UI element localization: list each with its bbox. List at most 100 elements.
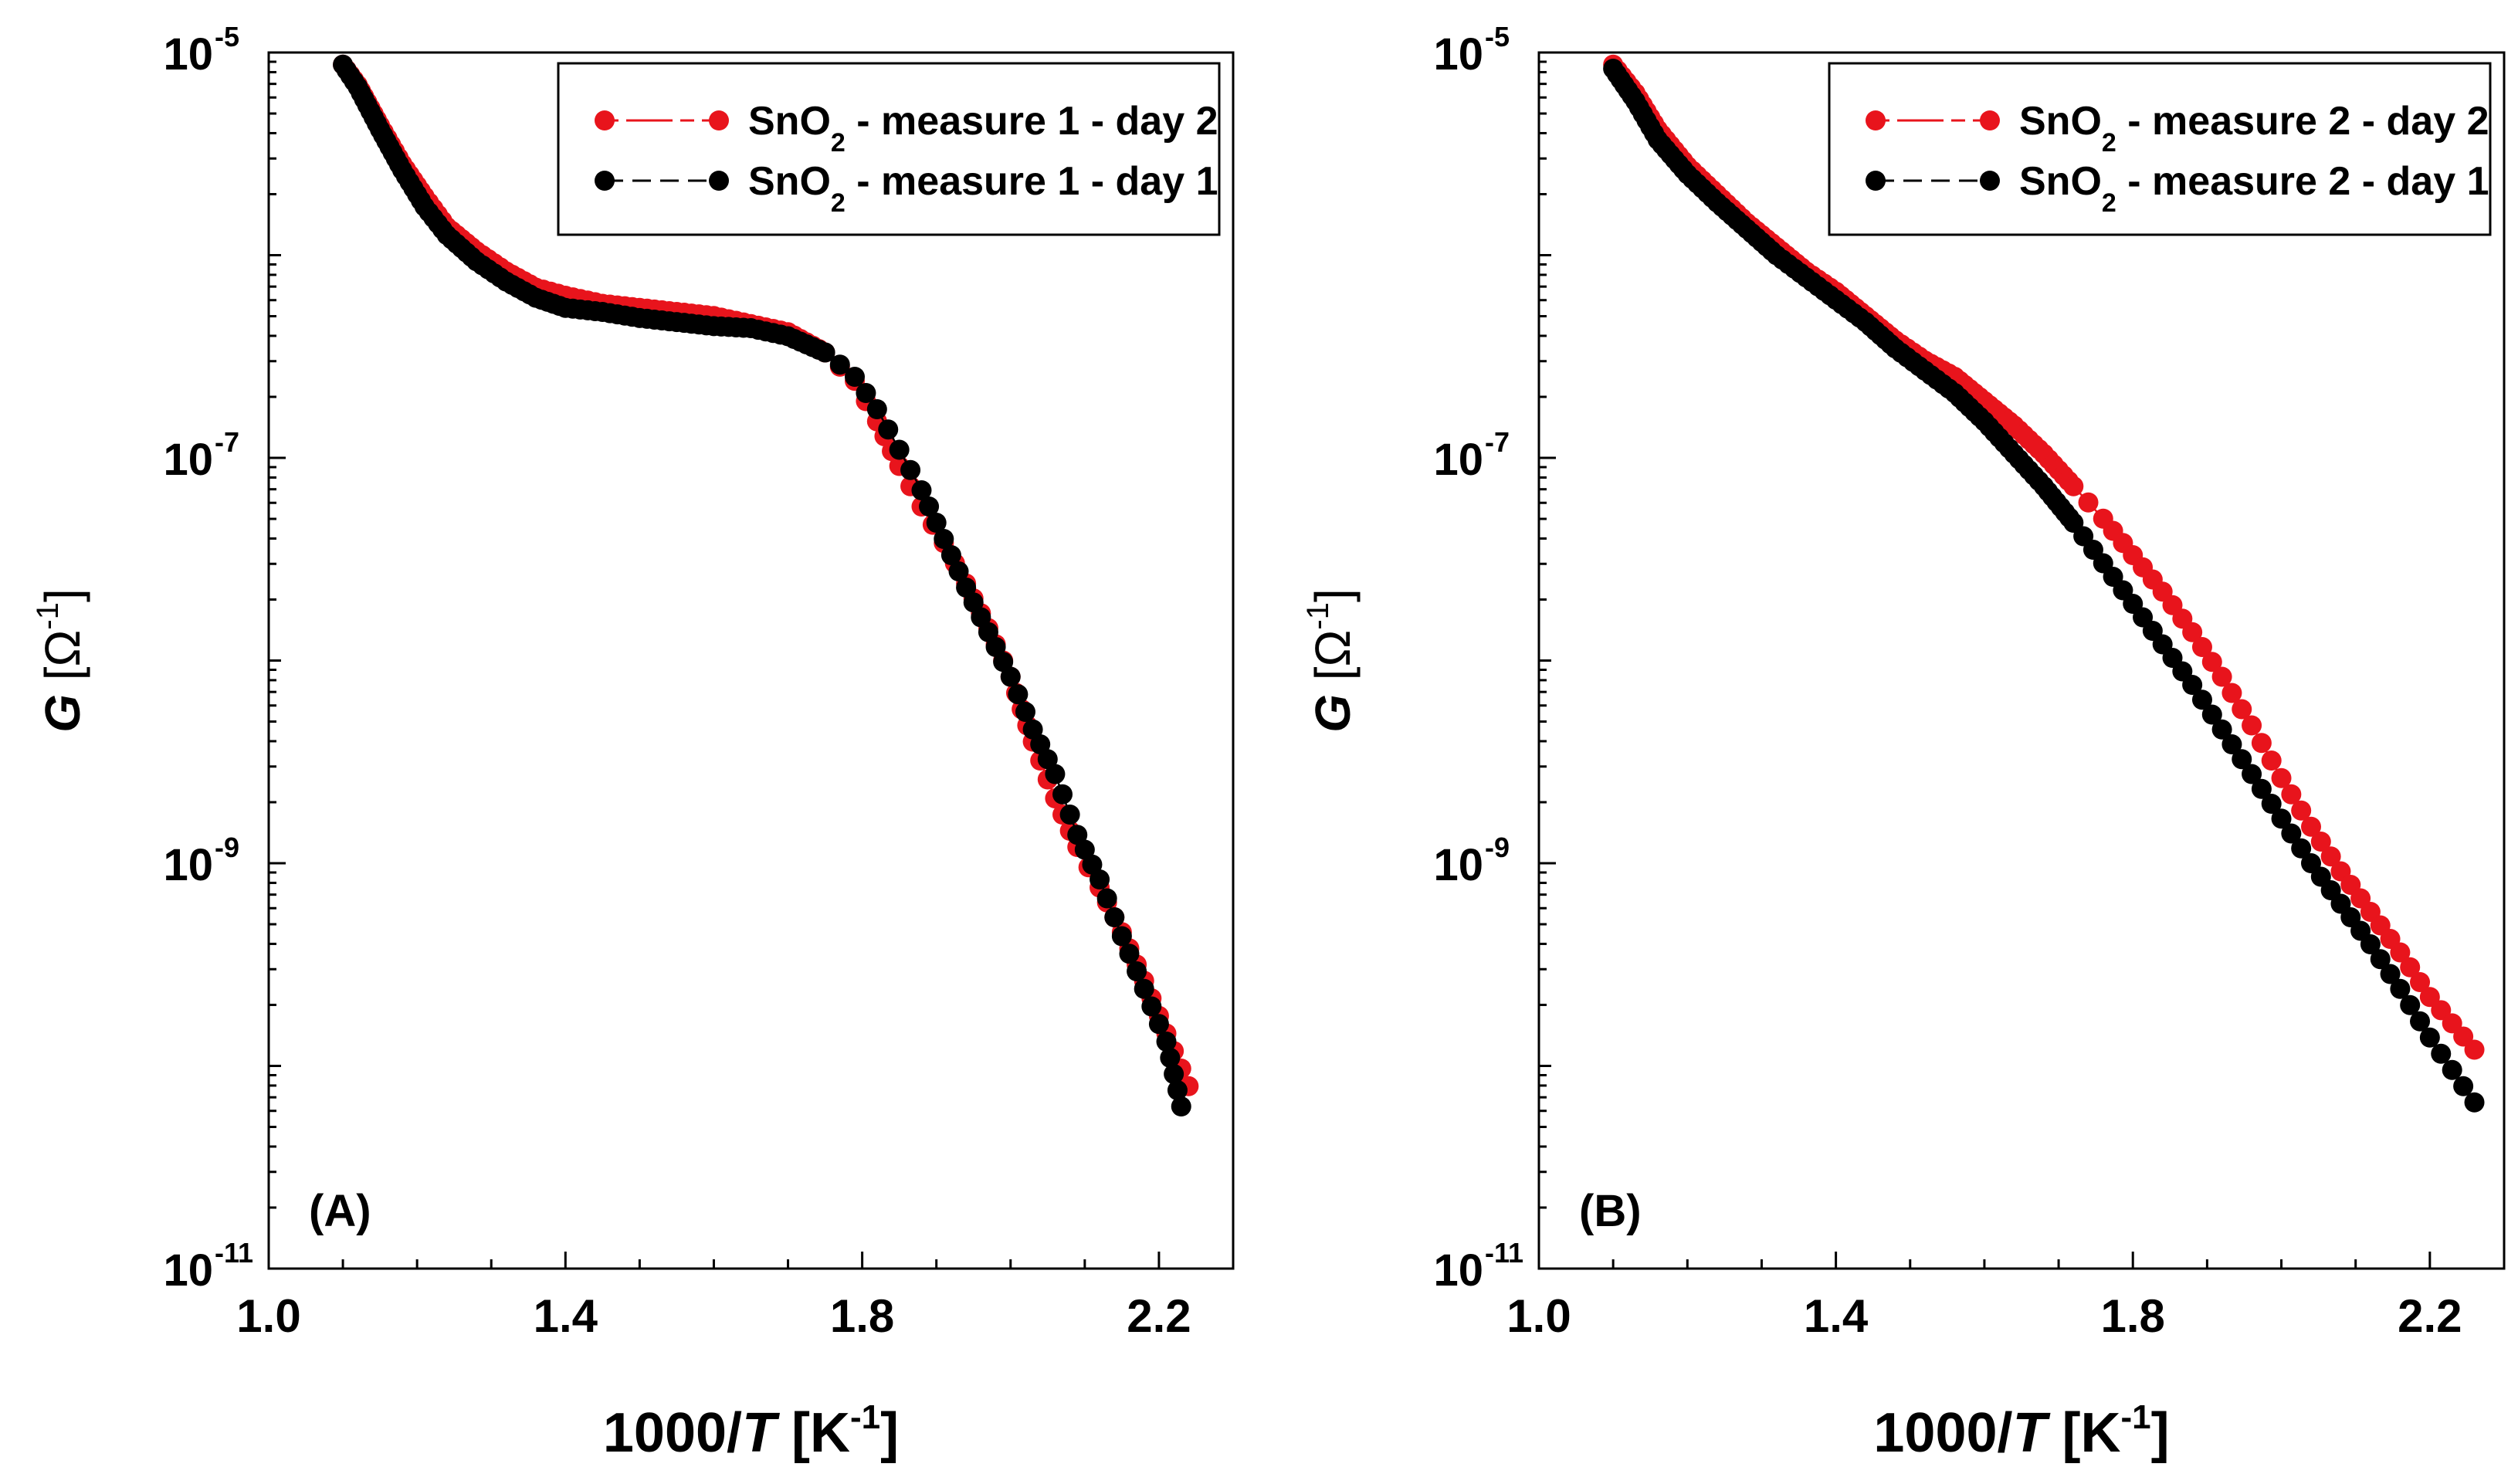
data-point bbox=[1167, 1080, 1188, 1100]
panel-label: (B) bbox=[1579, 1186, 1642, 1236]
data-point bbox=[2442, 1059, 2462, 1080]
y-tick-label-base: 10 bbox=[163, 1245, 213, 1296]
data-point bbox=[2400, 957, 2421, 977]
data-point bbox=[2431, 1000, 2452, 1021]
data-point bbox=[2271, 808, 2292, 829]
data-point bbox=[1045, 764, 1066, 784]
data-point bbox=[2453, 1076, 2474, 1096]
y-axis-label: G [Ω-1] bbox=[31, 588, 90, 733]
data-point bbox=[2201, 704, 2222, 725]
data-point bbox=[2261, 750, 2282, 771]
data-point bbox=[2232, 749, 2252, 770]
legend-box bbox=[1828, 62, 2492, 236]
data-point bbox=[2281, 823, 2302, 844]
y-axis-label: G [Ω-1] bbox=[1301, 588, 1361, 733]
data-point bbox=[1008, 684, 1029, 705]
data-point bbox=[1059, 805, 1080, 825]
data-point bbox=[1022, 719, 1043, 740]
data-point bbox=[1015, 702, 1035, 722]
x-tick-label: 1.8 bbox=[830, 1290, 894, 1342]
legend-marker bbox=[1866, 110, 1886, 130]
data-point bbox=[1164, 1064, 1184, 1084]
data-point bbox=[940, 545, 961, 565]
data-point bbox=[1052, 784, 1073, 805]
data-point bbox=[2201, 652, 2222, 673]
data-point bbox=[1030, 734, 1051, 754]
data-point bbox=[926, 513, 947, 533]
data-point bbox=[2360, 934, 2381, 954]
y-tick-label-base: 10 bbox=[1433, 435, 1483, 485]
data-point bbox=[2251, 733, 2272, 754]
data-point bbox=[2232, 699, 2252, 720]
y-tick-label-exp: -9 bbox=[1485, 832, 1510, 863]
data-point bbox=[2464, 1039, 2485, 1060]
x-tick-label: 1.8 bbox=[2101, 1290, 2165, 1342]
data-point bbox=[2320, 846, 2341, 867]
y-tick-label-exp: -5 bbox=[1485, 21, 1510, 53]
y-tick-label-base: 10 bbox=[163, 29, 213, 80]
data-point bbox=[2301, 816, 2321, 837]
x-tick-label: 1.4 bbox=[534, 1290, 598, 1342]
data-point bbox=[2410, 1011, 2431, 1032]
data-point bbox=[815, 342, 835, 363]
data-point bbox=[2063, 476, 2084, 496]
legend-marker bbox=[709, 110, 729, 130]
x-tick-label: 1.0 bbox=[236, 1290, 300, 1342]
legend-marker bbox=[1980, 171, 2000, 191]
data-point bbox=[911, 480, 932, 500]
data-point bbox=[856, 383, 876, 403]
data-point bbox=[948, 561, 969, 581]
y-tick-label-exp: -7 bbox=[215, 426, 239, 458]
legend-marker bbox=[595, 110, 615, 130]
data-point bbox=[845, 367, 866, 387]
data-point bbox=[2211, 719, 2232, 740]
data-point bbox=[971, 607, 991, 628]
x-tick-label: 1.0 bbox=[1506, 1290, 1571, 1342]
data-point bbox=[2453, 1026, 2474, 1047]
legend-marker bbox=[1980, 110, 2000, 130]
data-point bbox=[1148, 1014, 1169, 1035]
y-tick-label-exp: -9 bbox=[215, 832, 239, 863]
data-point bbox=[1134, 978, 1154, 999]
legend-label: SnO2 - measure 2 - day 2 bbox=[2019, 99, 2489, 158]
data-point bbox=[993, 652, 1014, 673]
data-point bbox=[2400, 994, 2421, 1015]
data-point bbox=[1156, 1032, 1177, 1052]
y-tick-label-base: 10 bbox=[163, 435, 213, 485]
y-tick-label-exp: -11 bbox=[215, 1237, 253, 1269]
y-tick-label-exp: -5 bbox=[215, 21, 239, 53]
data-point bbox=[1090, 869, 1110, 889]
y-tick-label-base: 10 bbox=[1433, 1245, 1483, 1296]
data-point bbox=[2370, 949, 2391, 970]
x-tick-label: 2.2 bbox=[2398, 1290, 2462, 1342]
data-point bbox=[2310, 832, 2331, 852]
data-point bbox=[866, 399, 887, 419]
data-point bbox=[1119, 944, 1140, 964]
data-point bbox=[1082, 854, 1103, 875]
y-tick-label-base: 10 bbox=[1433, 29, 1483, 80]
data-point bbox=[2261, 794, 2282, 814]
data-point bbox=[1141, 996, 1162, 1017]
y-tick-label-exp: -7 bbox=[1485, 426, 1510, 458]
legend-label: SnO2 - measure 1 - day 1 bbox=[748, 159, 1218, 218]
panel-label: (A) bbox=[309, 1186, 371, 1236]
data-point bbox=[2211, 666, 2232, 687]
data-point bbox=[934, 529, 954, 549]
legend-label: SnO2 - measure 2 - day 1 bbox=[2019, 159, 2489, 218]
data-point bbox=[2291, 800, 2312, 821]
data-point bbox=[1160, 1048, 1181, 1068]
data-point bbox=[919, 496, 940, 517]
data-point bbox=[2221, 734, 2242, 754]
data-point bbox=[1000, 666, 1021, 687]
data-point bbox=[1074, 839, 1095, 860]
data-point bbox=[978, 622, 998, 642]
data-point bbox=[2078, 492, 2099, 513]
data-point bbox=[2410, 972, 2431, 992]
data-point bbox=[2191, 637, 2212, 657]
data-point bbox=[829, 354, 850, 375]
x-tick-label: 1.4 bbox=[1804, 1290, 1869, 1342]
